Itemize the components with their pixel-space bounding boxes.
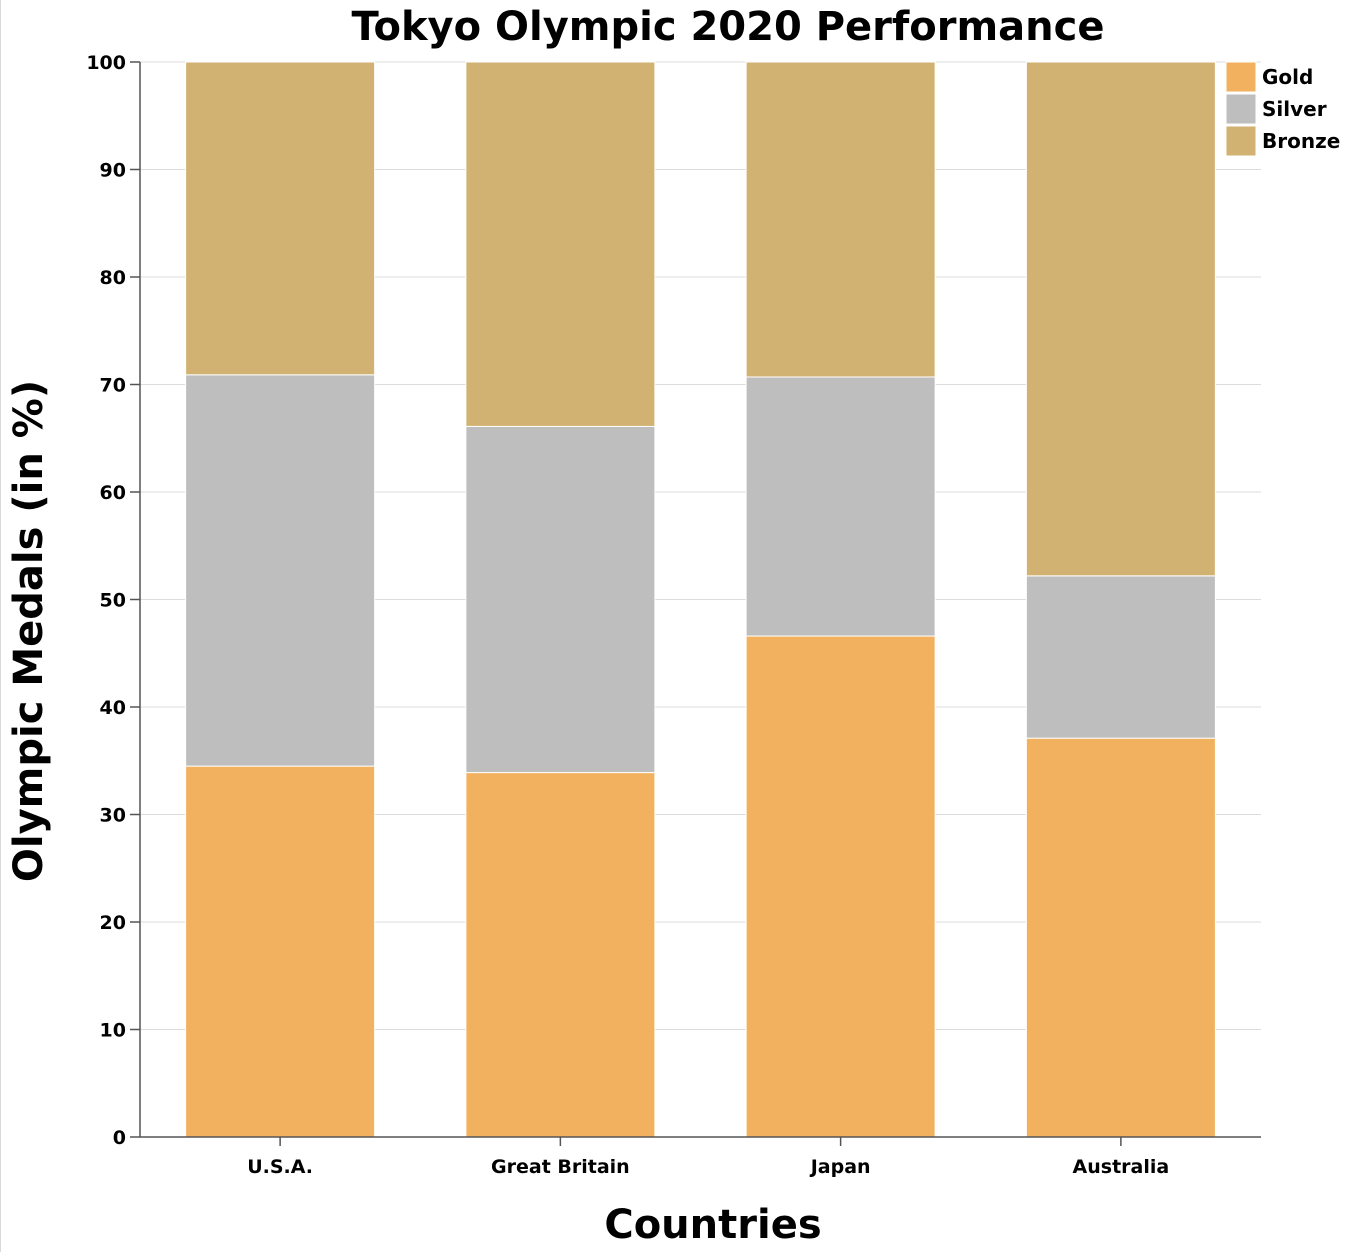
legend-swatch-gold: [1225, 61, 1257, 93]
y-tick-label: 20: [100, 912, 126, 934]
bar-gold-great-britain: [465, 772, 656, 1138]
bar-silver-u-s-a: [185, 374, 376, 767]
y-axis-label: Olympic Medals (in %): [6, 380, 52, 882]
bar-bronze-u-s-a: [185, 61, 376, 376]
y-tick-label: 10: [100, 1020, 126, 1042]
legend: Gold Silver Bronze: [1225, 61, 1340, 157]
chart-title: Tokyo Olympic 2020 Performance: [351, 4, 1104, 50]
bar-bronze-great-britain: [465, 61, 656, 427]
legend-label-silver: Silver: [1262, 97, 1327, 121]
x-tick-label: Japan: [809, 1156, 871, 1178]
bar-bronze-japan: [745, 61, 936, 378]
y-tick-label: 80: [100, 267, 126, 289]
x-tick-label: Australia: [1073, 1156, 1170, 1178]
y-tick-label: 60: [100, 482, 126, 504]
y-tick-label: 50: [100, 590, 126, 612]
legend-label-bronze: Bronze: [1262, 129, 1340, 153]
bar-silver-australia: [1025, 575, 1216, 739]
y-tick-label: 40: [100, 697, 126, 719]
x-tick-label: Great Britain: [491, 1156, 630, 1178]
bar-gold-u-s-a: [185, 765, 376, 1138]
x-tick-label: U.S.A.: [247, 1156, 313, 1178]
y-tick-label: 0: [113, 1127, 126, 1149]
bar-silver-great-britain: [465, 425, 656, 774]
y-tick-label: 100: [86, 52, 126, 74]
bar-layer: [185, 61, 1216, 1138]
bar-bronze-australia: [1025, 61, 1216, 577]
bar-gold-australia: [1025, 737, 1216, 1138]
y-tick-label: 90: [100, 160, 126, 182]
legend-swatch-silver: [1225, 93, 1257, 125]
axis-layer: 0 10 20 30 40 50 60 70 80 90 100 U.S.A. Great Britai…: [86, 52, 1261, 1178]
x-axis-label: Countries: [604, 1202, 821, 1248]
y-tick-label: 30: [100, 805, 126, 827]
legend-swatch-bronze: [1225, 125, 1257, 157]
bar-gold-japan: [745, 635, 936, 1138]
legend-label-gold: Gold: [1262, 65, 1313, 89]
y-tick-label: 70: [100, 375, 126, 397]
bar-silver-japan: [745, 376, 936, 637]
